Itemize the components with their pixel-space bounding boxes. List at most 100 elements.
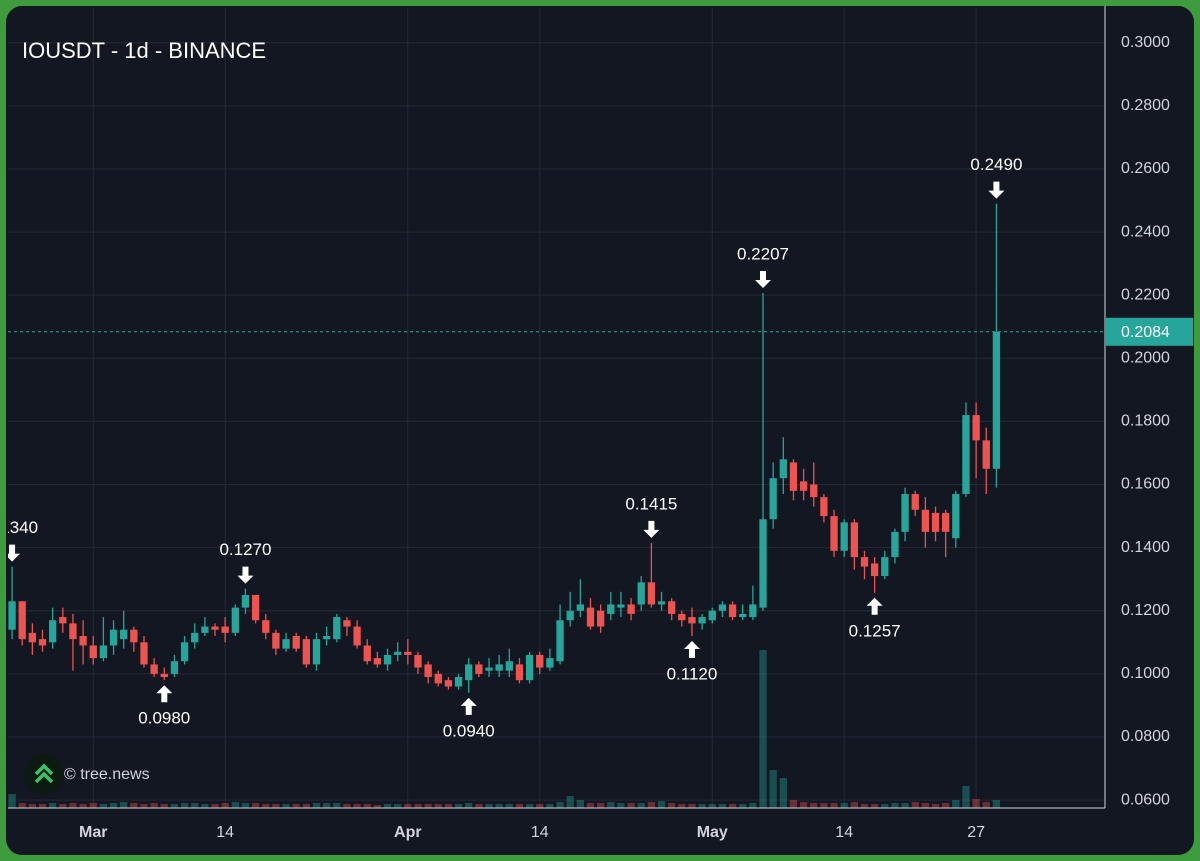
y-tick-label: 0.1400 [1121,539,1170,556]
candle-body [130,629,138,643]
volume-bar [38,804,47,808]
candle-body [495,664,503,671]
candle-body [302,639,311,665]
candle-body [383,654,392,665]
volume-bar [8,794,16,808]
volume-bar [657,801,666,808]
y-tick-label: 0.2400 [1121,223,1170,240]
annotation-label: 0.0980 [138,709,190,728]
candle-body [840,522,848,551]
volume-bar [414,804,422,808]
candle-body [708,610,716,621]
volume-bar [89,803,97,808]
x-tick-label: Mar [79,824,107,841]
y-tick-label: 0.3000 [1121,34,1170,51]
volume-bar [789,800,798,808]
volume-bar [860,804,869,808]
candle-body [992,331,1001,469]
candle-body [515,664,524,681]
logo-mark [34,763,54,784]
annotation-layer: 0.1340 0.0980 0.1270 0.0940 0.1415 0.1120 0.22… [8,155,1022,740]
x-tick-label: 14 [531,824,549,841]
volume-bar [576,800,585,808]
volume-layer [8,650,1001,808]
volume-bar [769,770,777,808]
volume-bar [18,803,26,808]
volume-bar [48,803,57,808]
volume-bar [931,804,940,808]
candle-body [59,617,67,624]
volume-bar [434,804,442,808]
volume-bar [201,804,209,808]
candle-body [353,626,361,646]
volume-bar [759,650,767,808]
x-tick-label: 27 [967,824,985,841]
volume-bar [870,804,879,808]
axes: 0.0600 0.0800 0.1000 0.1200 0.1400 0.1600 0.18… [8,34,1193,841]
chart-title: IOUSDT - 1d - BINANCE [22,38,266,63]
grid [8,8,1105,808]
candle-body [810,484,818,498]
volume-bar [363,804,371,808]
volume-bar [850,802,858,808]
candle-body [525,654,534,681]
annotation-arrow [8,544,21,562]
candle-body [962,415,970,494]
candle-body [739,613,747,618]
candle-body [333,617,341,640]
volume-bar [647,802,656,808]
volume-bar [779,778,787,808]
candle-body [434,673,442,684]
chart-panel: 0.1340 0.0980 0.1270 0.0940 0.1415 0.1120 0.22… [6,6,1194,855]
volume-bar [952,800,960,808]
candle-body [637,582,645,605]
annotation-arrow [683,641,700,659]
volume-bar [536,804,544,808]
candle-body [556,620,564,662]
volume-bar [475,804,483,808]
candle-body [8,601,16,630]
volume-bar [586,803,595,808]
y-tick-label: 0.1600 [1121,476,1170,493]
candle-body [931,512,940,532]
volume-bar [546,804,554,808]
y-tick-label: 0.2800 [1121,97,1170,114]
candle-body [221,626,229,633]
candle-body [596,610,605,627]
y-tick-label: 0.1000 [1121,665,1170,682]
candle-body [251,594,260,621]
volume-bar [962,786,970,808]
candle-body [475,664,483,674]
candle-body [363,645,371,662]
candle-body [99,645,108,659]
annotation-arrow [460,697,477,715]
watermark: © tree.news [64,766,150,783]
volume-bar [728,804,737,808]
candle-body [789,462,798,491]
candle-body [18,601,26,640]
candle-body [48,620,57,643]
x-tick-label: Apr [394,824,422,841]
candle-body [850,522,858,558]
candle-body [820,497,828,517]
volume-bar [251,803,260,808]
volume-bar [485,804,493,808]
candle-body [343,620,351,627]
candle-body [38,639,47,646]
last-price-tag [1105,317,1193,346]
candle-body [322,636,331,640]
volume-bar [191,803,199,808]
annotation-label: 0.1270 [219,540,271,559]
volume-bar [383,804,392,808]
candle-body [698,617,706,624]
volume-bar [333,803,341,808]
candle-body [546,658,554,668]
volume-bar [312,803,321,808]
candle-body [89,645,97,659]
candle-body [647,582,656,605]
annotation-arrow [988,181,1005,199]
volume-bar [99,804,108,808]
volume-bar [881,804,889,808]
candle-body [881,557,889,577]
